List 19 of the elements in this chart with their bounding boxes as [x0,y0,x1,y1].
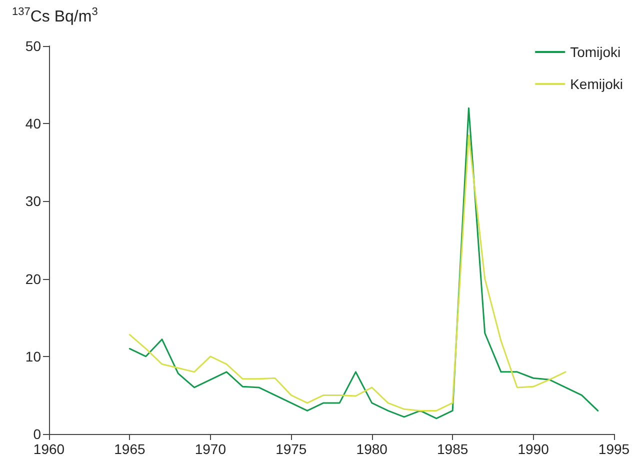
x-tick-label: 1970 [194,441,226,457]
x-tick-label: 1995 [598,441,630,457]
y-axis-title: $^{137}$Cs Bq/m$^{3}$ [12,6,98,26]
y-tick-label: 40 [25,116,42,132]
y-tick-label: 0 [33,426,42,442]
line-series [128,107,599,420]
x-tick-label: 1960 [33,441,65,457]
x-tick-label: 1975 [276,441,307,457]
y-tick-label: 50 [25,38,42,54]
legend-label: Kemijoki [570,76,624,92]
y-tick-label: 30 [25,193,42,210]
x-tick-label: 1985 [436,441,468,457]
x-tick-label: 1990 [518,441,550,457]
y-tick-label: 10 [25,348,42,364]
x-tick-label: 1965 [114,441,146,457]
legend-label: Tomijoki [570,44,621,60]
line-series [128,134,566,412]
y-tick-label: 20 [25,270,42,287]
x-tick-label: 1980 [356,441,388,457]
